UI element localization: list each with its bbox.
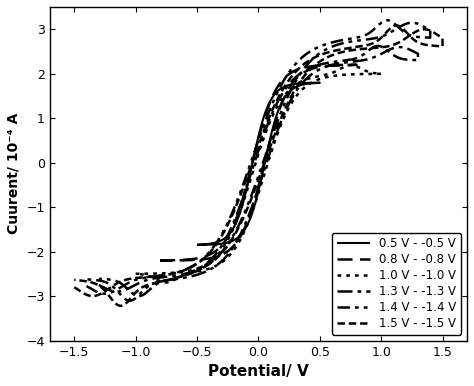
0.5 V - -0.5 V: [210, 242, 216, 247]
1.0 V - -1.0 V: [133, 271, 138, 276]
0.5 V - -0.5 V: [305, 81, 311, 85]
Y-axis label: Cuurent/ 10⁻⁴ A: Cuurent/ 10⁻⁴ A: [7, 113, 21, 234]
Line: 0.8 V - -0.8 V: 0.8 V - -0.8 V: [160, 65, 356, 261]
1.5 V - -1.5 V: [72, 278, 77, 282]
1.3 V - -1.3 V: [294, 88, 300, 92]
1.3 V - -1.3 V: [108, 288, 114, 293]
1.4 V - -1.4 V: [207, 249, 212, 254]
0.5 V - -0.5 V: [194, 242, 200, 247]
1.3 V - -1.3 V: [375, 44, 381, 48]
1.4 V - -1.4 V: [419, 23, 425, 28]
0.5 V - -0.5 V: [199, 242, 204, 247]
X-axis label: Potential/ V: Potential/ V: [208, 364, 309, 379]
1.4 V - -1.4 V: [395, 25, 401, 29]
1.0 V - -1.0 V: [373, 71, 378, 76]
1.5 V - -1.5 V: [85, 293, 91, 298]
Line: 1.3 V - -1.3 V: 1.3 V - -1.3 V: [99, 46, 418, 296]
0.8 V - -0.8 V: [279, 100, 285, 105]
1.4 V - -1.4 V: [84, 284, 90, 288]
1.0 V - -1.0 V: [355, 65, 361, 69]
1.4 V - -1.4 V: [97, 291, 102, 295]
0.5 V - -0.5 V: [317, 80, 323, 85]
0.8 V - -0.8 V: [157, 258, 163, 263]
0.8 V - -0.8 V: [165, 258, 171, 262]
1.5 V - -1.5 V: [393, 23, 399, 28]
1.3 V - -1.3 V: [385, 49, 391, 53]
1.0 V - -1.0 V: [348, 63, 354, 68]
1.0 V - -1.0 V: [163, 280, 169, 285]
0.8 V - -0.8 V: [335, 63, 341, 67]
1.3 V - -1.3 V: [96, 276, 102, 281]
0.8 V - -0.8 V: [354, 63, 359, 67]
0.5 V - -0.5 V: [314, 81, 319, 85]
1.0 V - -1.0 V: [221, 245, 227, 249]
1.0 V - -1.0 V: [133, 272, 138, 276]
1.3 V - -1.3 V: [136, 294, 142, 298]
Line: 0.5 V - -0.5 V: 0.5 V - -0.5 V: [197, 83, 320, 245]
Line: 1.0 V - -1.0 V: 1.0 V - -1.0 V: [136, 65, 381, 283]
1.3 V - -1.3 V: [210, 255, 216, 260]
1.5 V - -1.5 V: [203, 254, 209, 259]
0.5 V - -0.5 V: [194, 242, 200, 247]
1.4 V - -1.4 V: [84, 277, 90, 282]
1.0 V - -1.0 V: [285, 107, 291, 112]
1.4 V - -1.4 V: [128, 298, 133, 303]
1.5 V - -1.5 V: [118, 303, 124, 308]
1.0 V - -1.0 V: [164, 280, 170, 285]
1.3 V - -1.3 V: [408, 47, 413, 52]
0.8 V - -0.8 V: [157, 258, 163, 263]
Legend: 0.5 V - -0.5 V, 0.8 V - -0.8 V, 1.0 V - -1.0 V, 1.3 V - -1.3 V, 1.4 V - -1.4 V, : 0.5 V - -0.5 V, 0.8 V - -0.8 V, 1.0 V - …: [332, 232, 461, 335]
1.3 V - -1.3 V: [137, 294, 142, 298]
Line: 1.4 V - -1.4 V: 1.4 V - -1.4 V: [87, 20, 430, 301]
0.8 V - -0.8 V: [228, 230, 233, 234]
0.5 V - -0.5 V: [270, 124, 276, 129]
1.5 V - -1.5 V: [300, 75, 306, 80]
1.5 V - -1.5 V: [72, 285, 77, 290]
Line: 1.5 V - -1.5 V: 1.5 V - -1.5 V: [74, 25, 443, 306]
1.3 V - -1.3 V: [96, 283, 102, 287]
1.0 V - -1.0 V: [142, 271, 148, 276]
1.4 V - -1.4 V: [127, 298, 133, 303]
1.5 V - -1.5 V: [118, 303, 124, 308]
0.8 V - -0.8 V: [182, 258, 188, 262]
1.5 V - -1.5 V: [431, 30, 437, 35]
0.8 V - -0.8 V: [349, 63, 355, 67]
1.4 V - -1.4 V: [384, 18, 390, 22]
0.5 V - -0.5 V: [238, 208, 244, 212]
1.4 V - -1.4 V: [297, 72, 303, 76]
1.5 V - -1.5 V: [405, 32, 411, 36]
